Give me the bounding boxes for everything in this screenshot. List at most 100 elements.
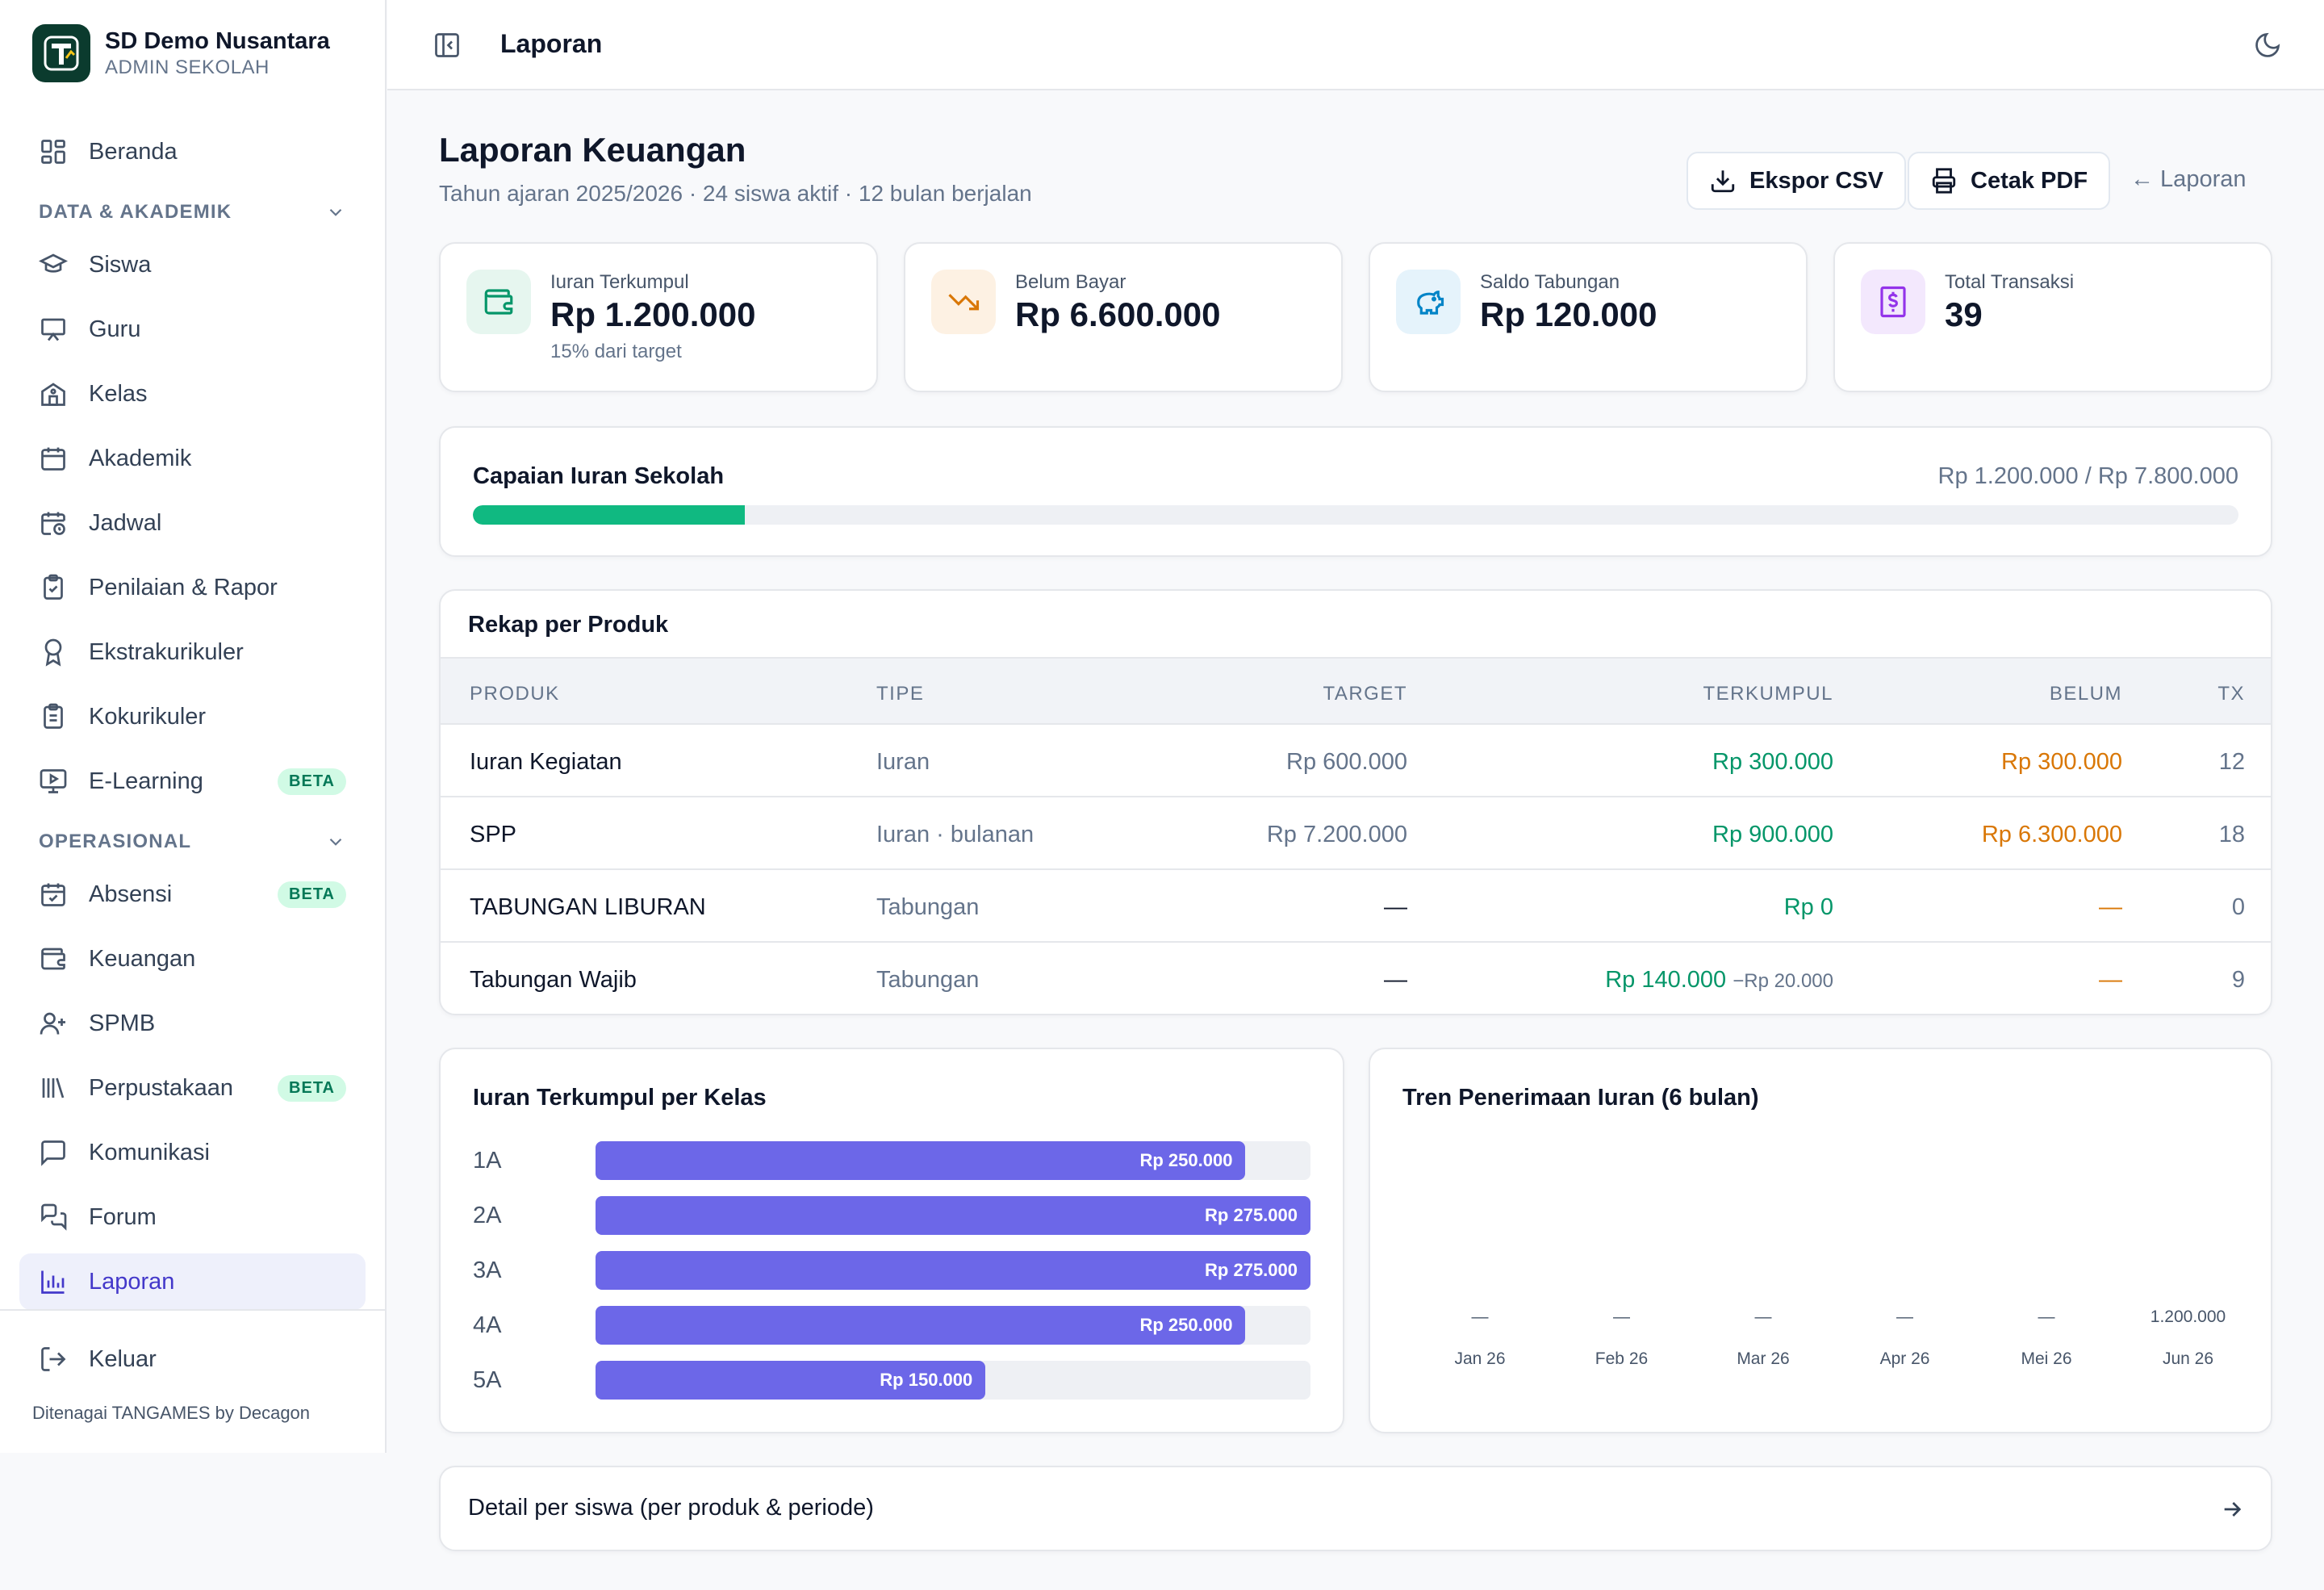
user-plus-icon (40, 1012, 65, 1035)
bar[interactable]: Rp 250.000 (596, 1141, 1246, 1180)
trending-down-icon (931, 270, 996, 334)
sidebar-item-elearning[interactable]: E-Learning BETA (19, 753, 366, 810)
cell-tx: 9 (2231, 967, 2245, 993)
sidebar-item-absensi[interactable]: Absensi BETA (19, 866, 366, 923)
sidebar-item-label: Beranda (89, 138, 178, 165)
cell-belum: Rp 6.300.000 (1981, 822, 2122, 847)
trend-value-label: — (2038, 1308, 2055, 1326)
sidebar-item-label: Keuangan (89, 945, 196, 972)
presentation-icon (41, 318, 65, 341)
col-tipe: TIPE (876, 683, 925, 705)
back-to-laporan-link[interactable]: ← Laporan (2130, 166, 2247, 192)
sidebar-item-akademik[interactable]: Akademik (19, 430, 366, 487)
bar[interactable]: Rp 275.000 (596, 1196, 1310, 1235)
page-subtitle: Tahun ajaran 2025/2026 · 24 siswa aktif … (439, 181, 1032, 206)
cell-target: — (1384, 967, 1407, 993)
sidebar-toggle-icon[interactable] (433, 31, 462, 60)
calendar-check-icon (41, 883, 65, 906)
capaian-progress-track (473, 505, 2238, 525)
bar-category-label: 5A (473, 1367, 502, 1393)
stat-card: Belum Bayar Rp 6.600.000 (904, 242, 1343, 392)
bar-track: Rp 275.000 (596, 1196, 1310, 1235)
stat-value: 39 (1945, 295, 1983, 333)
stat-label: Saldo Tabungan (1480, 271, 1620, 293)
bar[interactable]: Rp 150.000 (596, 1361, 986, 1400)
terkumpul-value: Rp 300.000 (1712, 749, 1833, 775)
rekap-title: Rekap per Produk (468, 612, 669, 638)
moon-icon[interactable] (2253, 31, 2282, 60)
stat-card: Total Transaksi 39 (1833, 242, 2272, 392)
tren-chart-title: Tren Penerimaan Iuran (6 bulan) (1402, 1085, 1759, 1111)
topbar: Laporan (387, 0, 2324, 90)
cell-tipe: Iuran (876, 749, 930, 775)
sidebar-item-laporan[interactable]: Laporan (19, 1253, 366, 1310)
graduation-cap-icon (39, 253, 68, 273)
monitor-play-icon (40, 769, 67, 793)
bar-chart-icon (41, 1270, 65, 1294)
trend-month-label: Jan 26 (1454, 1349, 1506, 1368)
stat-value: Rp 120.000 (1480, 295, 1657, 333)
page-title: Laporan Keuangan (439, 131, 746, 169)
trend-month-label: Feb 26 (1595, 1349, 1649, 1368)
messages-icon (41, 1203, 67, 1231)
table-row: SPP Iuran · bulanan Rp 7.200.000 Rp 900.… (441, 796, 2271, 868)
clipboard-check-icon (44, 574, 63, 600)
print-pdf-button[interactable]: Cetak PDF (1908, 152, 2111, 210)
bar[interactable]: Rp 250.000 (596, 1306, 1246, 1345)
sidebar-item-perpustakaan[interactable]: Perpustakaan BETA (19, 1060, 366, 1116)
kelas-chart-title: Iuran Terkumpul per Kelas (473, 1085, 767, 1111)
sidebar-item-guru[interactable]: Guru (19, 301, 366, 358)
beta-badge: BETA (278, 881, 346, 908)
bar-category-label: 3A (473, 1257, 502, 1283)
cell-terkumpul: Rp 900.000 (1712, 822, 1833, 848)
stat-value: Rp 6.600.000 (1015, 295, 1221, 333)
col-tx: TX (2217, 683, 2245, 705)
stat-label: Belum Bayar (1015, 271, 1126, 293)
arrow-right-icon (2224, 1502, 2242, 1517)
sidebar-item-label: Penilaian & Rapor (89, 574, 278, 600)
section-data-akademik[interactable]: DATA & AKADEMIK (39, 196, 346, 228)
col-target: TARGET (1323, 683, 1407, 705)
message-square-icon (41, 1140, 65, 1166)
sidebar-item-spmb[interactable]: SPMB (19, 995, 366, 1052)
bar[interactable]: Rp 275.000 (596, 1251, 1310, 1290)
sidebar-item-penilaian[interactable]: Penilaian & Rapor (19, 559, 366, 616)
sidebar-item-label: Akademik (89, 445, 192, 471)
sidebar-item-forum[interactable]: Forum (19, 1189, 366, 1245)
logout-button[interactable]: Keluar (19, 1331, 366, 1387)
sidebar-item-komunikasi[interactable]: Komunikasi (19, 1124, 366, 1181)
print-pdf-label: Cetak PDF (1971, 167, 2088, 194)
calendar-clock-icon (41, 512, 65, 535)
terkumpul-value: Rp 900.000 (1712, 822, 1833, 847)
col-belum: BELUM (2049, 683, 2122, 705)
piggy-bank-icon (1396, 270, 1461, 334)
cell-tipe: Iuran · bulanan (876, 822, 1035, 847)
sidebar-item-beranda[interactable]: Beranda (19, 123, 366, 180)
sidebar-item-siswa[interactable]: Siswa (19, 236, 366, 293)
section-operasional[interactable]: OPERASIONAL (39, 826, 346, 858)
dashboard-icon (41, 140, 65, 164)
export-csv-button[interactable]: Ekspor CSV (1687, 152, 1906, 210)
beta-badge: BETA (278, 1074, 346, 1102)
sidebar-item-ekskul[interactable]: Ekstrakurikuler (19, 624, 366, 680)
trend-month-label: Jun 26 (2162, 1349, 2214, 1368)
cell-produk: TABUNGAN LIBURAN (470, 894, 706, 920)
sidebar-item-kokurikuler[interactable]: Kokurikuler (19, 688, 366, 745)
trend-column: — Jan 26 (1415, 1308, 1544, 1369)
cell-terkumpul: Rp 140.000 −Rp 20.000 (1605, 967, 1833, 994)
sidebar-item-jadwal[interactable]: Jadwal (19, 495, 366, 551)
user-role: ADMIN SEKOLAH (105, 56, 270, 78)
bar-track: Rp 250.000 (596, 1306, 1310, 1345)
bar-category-label: 2A (473, 1203, 502, 1228)
sidebar-item-label: Kelas (89, 380, 148, 407)
sidebar-item-keuangan[interactable]: Keuangan (19, 931, 366, 987)
sidebar-item-label: Ekstrakurikuler (89, 638, 244, 665)
cell-terkumpul: Rp 0 (1784, 894, 1833, 921)
sidebar-item-kelas[interactable]: Kelas (19, 366, 366, 422)
clipboard-list-icon (44, 703, 63, 729)
sidebar: SD Demo Nusantara ADMIN SEKOLAH Beranda … (0, 0, 387, 1453)
detail-per-siswa-link[interactable]: Detail per siswa (per produk & periode) (439, 1466, 2272, 1551)
capaian-title: Capaian Iuran Sekolah (473, 463, 725, 489)
brand[interactable]: SD Demo Nusantara ADMIN SEKOLAH (32, 24, 330, 82)
bar-row: 1A Rp 250.000 (473, 1141, 1310, 1180)
